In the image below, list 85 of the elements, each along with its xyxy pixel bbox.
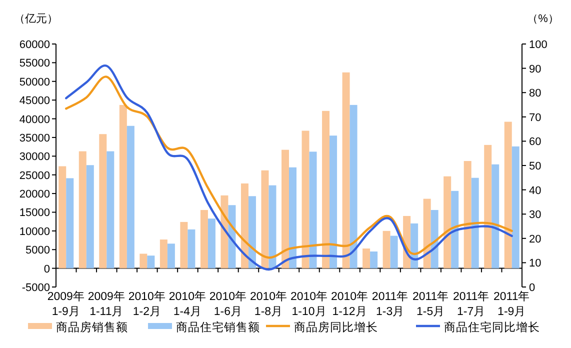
bar: [342, 72, 350, 268]
bar: [451, 190, 459, 268]
x-tick-label: 2009年 1-11月: [88, 290, 126, 318]
bar: [147, 256, 155, 268]
bar: [140, 254, 148, 268]
bar: [444, 176, 452, 268]
bar: [78, 151, 86, 268]
y-tick-label: 35000: [19, 132, 50, 144]
bar: [160, 240, 168, 268]
bar: [188, 229, 196, 268]
y-tick-label: 10000: [19, 226, 50, 238]
bar: [208, 218, 216, 268]
bar: [492, 164, 500, 268]
bar: [282, 150, 289, 268]
bar: [504, 122, 512, 268]
x-tick-label: 2011年 1-9月: [494, 290, 530, 318]
bar: [430, 210, 438, 268]
bar: [240, 183, 248, 268]
bar: [119, 104, 127, 268]
y2-tick-label: 30: [529, 209, 542, 222]
x-tick-label: 2010年 1-12月: [330, 290, 369, 318]
y-axis-title: （亿元）: [14, 13, 58, 25]
y2-tick-label: 70: [529, 112, 542, 124]
bar: [471, 178, 479, 268]
bar: [330, 136, 338, 268]
y-tick-label: -5000: [22, 282, 50, 294]
legend-label: 商品房同比增长: [294, 320, 378, 334]
y-tick-label: 5000: [26, 244, 50, 257]
bar: [167, 244, 175, 268]
y-tick-label: 0: [44, 263, 50, 276]
y2-tick-label: 100: [529, 39, 548, 51]
y-tick-label: 45000: [19, 95, 50, 108]
y-tick-label: 50000: [19, 76, 50, 88]
bar: [309, 152, 317, 268]
bar: [362, 248, 370, 268]
y-tick-label: 30000: [19, 151, 50, 164]
bar: [350, 104, 358, 268]
x-tick-label: 2011年 1-7月: [452, 290, 490, 318]
bar: [126, 126, 134, 268]
bar: [464, 161, 472, 268]
legend-label: 商品住宅同比增长: [444, 320, 540, 334]
y2-tick-label: 20: [529, 233, 542, 246]
y2-tick-label: 90: [529, 63, 542, 76]
x-tick-label: 2011年 1-5月: [412, 290, 450, 318]
x-tick-label: 2010年 1-10月: [290, 290, 328, 318]
x-tick-label: 2010年 1-2月: [128, 290, 166, 318]
bar: [322, 110, 330, 268]
y-tick-label: 20000: [19, 188, 50, 201]
bar: [512, 146, 520, 268]
bar: [370, 251, 378, 268]
bar: [268, 185, 276, 268]
bar: [99, 134, 107, 268]
bar: [423, 198, 431, 268]
y2-axis-title: （%）: [527, 13, 559, 25]
bar: [200, 210, 208, 268]
y-tick-label: 25000: [19, 170, 50, 182]
bar: [180, 222, 188, 268]
legend-label: 商品房销售额: [56, 320, 128, 334]
y2-tick-label: 60: [529, 136, 542, 148]
x-tick-label: 2010年 1-6月: [209, 290, 248, 318]
bar: [106, 151, 114, 268]
bar: [248, 196, 256, 268]
y-tick-label: 40000: [19, 114, 50, 126]
legend-label: 商品住宅销售额: [176, 320, 260, 334]
y2-tick-label: 10: [529, 258, 542, 270]
x-tick-label: 2011年 1-3月: [372, 290, 409, 318]
bar: [66, 178, 74, 268]
y2-tick-label: 0: [529, 282, 536, 294]
x-tick-label: 2009年 1-9月: [47, 290, 85, 318]
bar: [390, 236, 398, 268]
bar: [86, 165, 94, 268]
y-tick-label: 15000: [19, 207, 50, 220]
x-tick-label: 2010年 1-8月: [250, 290, 288, 318]
y2-tick-label: 50: [529, 160, 542, 172]
x-tick-label: 2010年 1-4月: [168, 290, 206, 318]
y2-tick-label: 40: [529, 184, 542, 197]
bar: [302, 130, 310, 268]
y-tick-label: 55000: [19, 58, 50, 70]
bar: [261, 170, 269, 268]
y-tick-label: 60000: [19, 39, 50, 51]
bar: [289, 167, 296, 268]
bar: [484, 144, 492, 268]
bar: [382, 230, 390, 268]
y2-tick-label: 80: [529, 88, 542, 100]
bar: [58, 166, 66, 268]
